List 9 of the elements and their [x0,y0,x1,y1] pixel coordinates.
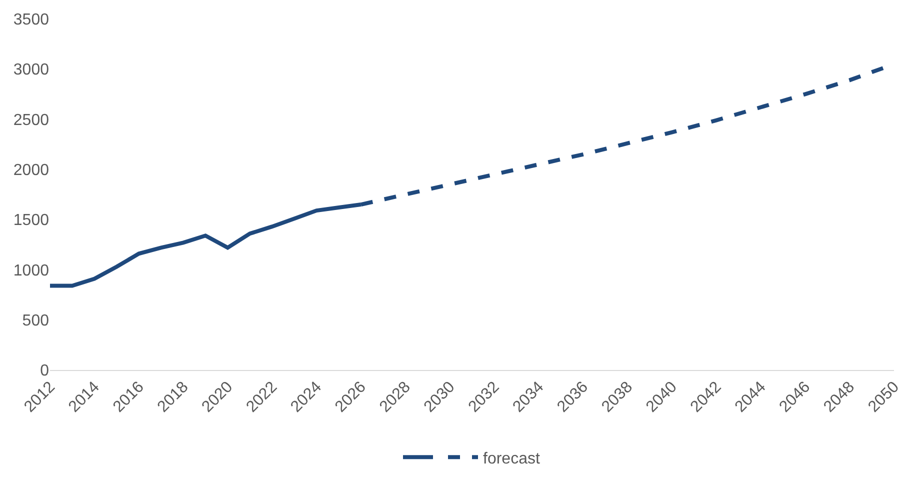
y-tick-label: 2500 [13,112,50,129]
y-tick-label: 3500 [13,12,50,29]
y-tick-label: 3000 [13,62,50,79]
y-tick-label: 2000 [13,162,50,180]
legend-label: forecast [483,450,540,468]
y-tick-label: 0 [40,362,50,380]
y-tick-label: 1000 [13,262,50,280]
y-tick-label: 1500 [13,212,50,230]
y-tick-label: 500 [22,312,50,330]
